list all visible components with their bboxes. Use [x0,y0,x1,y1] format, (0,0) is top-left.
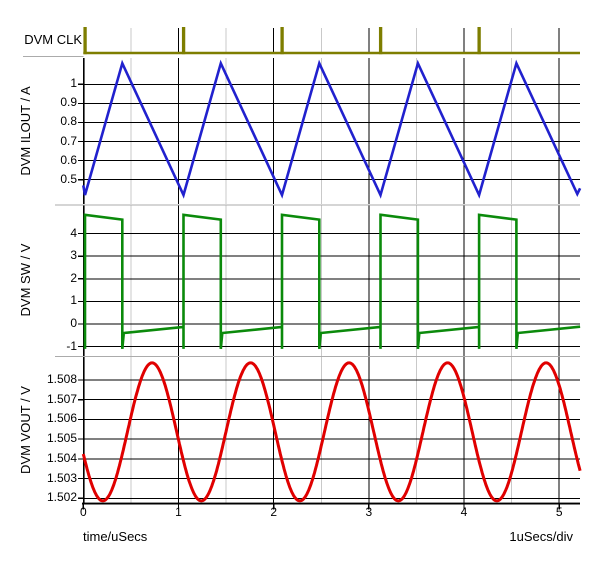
x-axis-scale-per-div: 1uSecs/div [509,529,573,544]
y-tick-label: 0.9 [60,95,77,110]
y-tick-label: 1 [70,293,77,308]
x-tick-label: 3 [365,505,373,519]
x-tick-label: 2 [270,505,277,519]
dvm-ilout-a-waveform [82,59,582,199]
x-axis [82,502,580,510]
clk-waveform [83,27,580,55]
panel-borders [23,55,580,358]
y-tick-label: 1.502 [46,490,77,505]
y-tick-label: 0.8 [60,114,77,129]
grid-lines [83,28,580,503]
dvm-sw-v-waveform [83,213,581,350]
x-tick-label: 5 [555,505,563,519]
y-tick-label: 1.503 [46,470,77,485]
y-tick-label: 0.7 [60,133,77,148]
y-tick-label: -1 [66,338,77,353]
trace-name-clk: DVM CLK [24,32,82,47]
y-tick-label: 1.508 [46,372,77,386]
x-tick-label: 0 [79,505,87,519]
x-tick-label: 4 [460,505,468,519]
dvm-vout-v-waveform [81,361,582,503]
y-axes [78,58,85,503]
y-tick-label: 1 [70,76,77,91]
y-tick-label: 1.507 [46,391,77,406]
y-tick-label: 0 [70,316,77,330]
x-tick-label: 1 [175,505,182,519]
y-tick-label: 0.5 [60,171,77,186]
x-axis-title: time/uSecs [83,529,148,544]
y-tick-label: 2 [70,270,77,285]
y-tick-label: 1.504 [46,450,77,465]
y-tick-label: 1.506 [46,411,77,426]
y-tick-label: 1.505 [46,431,77,446]
y-tick-label: 3 [70,248,77,263]
y-tick-label: 4 [70,225,77,240]
y-tick-label: 0.6 [60,152,77,167]
